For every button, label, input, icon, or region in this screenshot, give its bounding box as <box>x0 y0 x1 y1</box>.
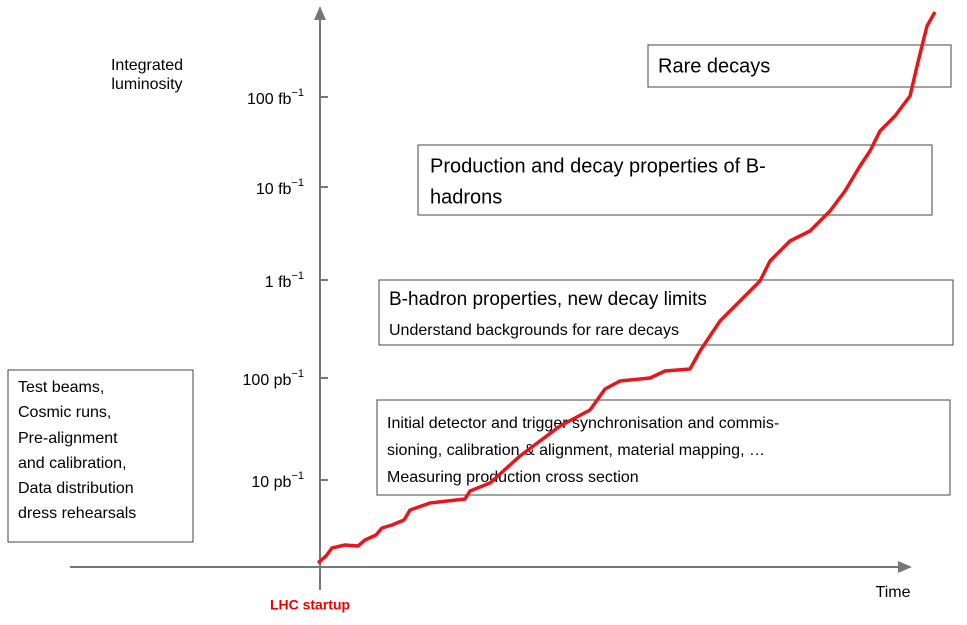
box-line: Initial detector and trigger synchronisa… <box>387 415 779 432</box>
box-line: dress rehearsals <box>18 505 136 522</box>
x-arrow <box>898 561 912 573</box>
y-arrow <box>314 6 326 20</box>
box-line: Measuring production cross section <box>387 469 639 486</box>
box-line: Cosmic runs, <box>18 404 111 421</box>
box <box>417 144 933 216</box>
tick-exp: −1 <box>291 177 304 189</box>
tick-label: 100 fb−1 <box>247 87 304 108</box>
tick-exp: −1 <box>291 87 304 99</box>
box <box>376 399 951 496</box>
box-line: Test beams, <box>18 379 104 396</box>
box-line: B-hadron properties, new decay limits <box>389 289 707 310</box>
tick-unit: 10 pb <box>251 474 291 491</box>
tick-exp: −1 <box>291 470 304 482</box>
tick-label: 1 fb−1 <box>265 270 304 291</box>
x-label: Time <box>876 584 911 601</box>
tick-unit: 10 fb <box>256 181 292 198</box>
box-line: Production and decay properties of B- <box>430 155 766 177</box>
axis-title: luminosity <box>111 76 182 93</box>
box <box>378 279 954 346</box>
axis-title: Integrated <box>111 57 183 74</box>
box <box>647 44 952 88</box>
box-line: and calibration, <box>18 455 127 472</box>
boxes: Rare decays Production and decay properti… <box>7 44 954 543</box>
tick-exp: −1 <box>291 270 304 282</box>
box-line: Understand backgrounds for rare decays <box>389 322 679 339</box>
box <box>7 369 194 543</box>
origin-label: LHC startup <box>270 597 350 613</box>
box-line: Pre-alignment <box>18 430 118 447</box>
box-line: Data distribution <box>18 480 134 497</box>
tick-label: 10 fb−1 <box>256 177 304 198</box>
tick-unit: 100 fb <box>247 91 292 108</box>
tick-exp: −1 <box>291 368 304 380</box>
box-line: sioning, calibration & alignment, materi… <box>387 442 765 459</box>
tick-label: 10 pb−1 <box>251 470 304 491</box>
tick-unit: 100 pb <box>243 372 292 389</box>
box-line: Rare decays <box>658 55 770 77</box>
tick-unit: 1 fb <box>265 274 292 291</box>
box-line: hadrons <box>430 186 502 208</box>
tick-label: 100 pb−1 <box>243 368 304 389</box>
luminosity-curve <box>316 11 937 565</box>
